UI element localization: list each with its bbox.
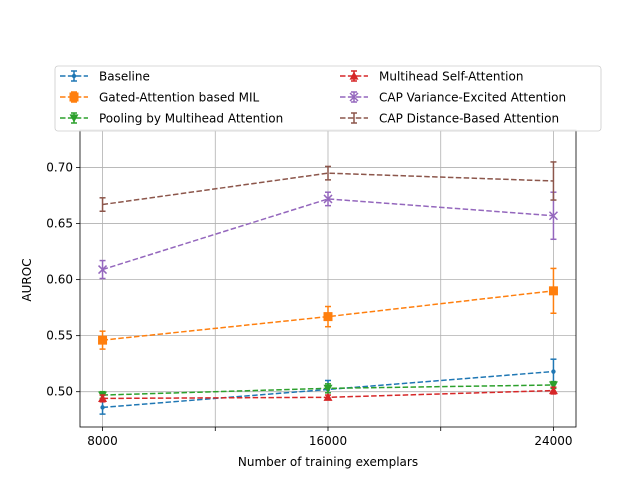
marker-triangle-down	[548, 381, 558, 390]
marker-x-stroke	[323, 194, 333, 204]
legend-item: Pooling by Multihead Attention	[60, 112, 283, 126]
legend: Baseline Gated-Attention based MIL Pooling…	[54, 65, 602, 132]
marker-triangle-up	[98, 393, 108, 403]
marker-triangle-up	[349, 71, 359, 80]
y-tick-label: 0.60	[46, 273, 73, 287]
marker-square	[323, 312, 333, 322]
y-axis-label: AUROC	[20, 258, 34, 301]
series-gated-attention-based-mil	[98, 267, 558, 350]
marker-x-stroke	[98, 265, 108, 275]
marker-triangle-up	[323, 392, 333, 401]
marker-triangle-down	[69, 114, 79, 123]
y-tick-label: 0.65	[46, 217, 73, 231]
y-tick-label: 0.50	[46, 385, 73, 399]
y-tick-label: 0.55	[46, 329, 73, 343]
series-multihead-self-attention	[98, 386, 558, 403]
series-cap-distance-based-attention	[99, 161, 557, 213]
marker-triangle-up	[548, 386, 558, 395]
x-axis-label: Number of training exemplars	[238, 455, 418, 469]
marker-square	[69, 92, 79, 102]
marker-point	[551, 369, 556, 374]
legend-label: Baseline	[99, 70, 150, 84]
x-tick-label: 16000	[309, 434, 347, 448]
legend-item: Gated-Attention based MIL	[60, 91, 260, 105]
legend-label: CAP Distance-Based Attention	[379, 112, 559, 126]
marker-square	[98, 335, 108, 345]
legend-label: Multihead Self-Attention	[379, 70, 523, 84]
legend-item: Multihead Self-Attention	[340, 70, 523, 84]
marker-square	[548, 286, 558, 296]
legend-label: CAP Variance-Excited Attention	[379, 91, 566, 105]
legend-item: CAP Distance-Based Attention	[340, 112, 559, 126]
x-tick-label: 8000	[87, 434, 118, 448]
legend-label: Pooling by Multihead Attention	[99, 112, 283, 126]
marker-x-stroke	[349, 92, 359, 102]
marker-x-stroke	[548, 211, 558, 221]
y-tick-label: 0.70	[46, 161, 73, 175]
marker-point	[100, 405, 105, 410]
legend-item: Baseline	[60, 70, 150, 84]
legend-item: CAP Variance-Excited Attention	[340, 91, 566, 105]
series-line	[102, 172, 554, 206]
x-tick-label: 24000	[534, 434, 572, 448]
legend-label: Gated-Attention based MIL	[99, 91, 260, 105]
marker-point	[71, 73, 77, 79]
series-layer	[98, 161, 558, 415]
marker-triangle-down	[323, 384, 333, 393]
legend-box	[54, 65, 602, 132]
axes: 8000 16000 24000 0.50 0.55 0.60 0.65 0.70	[46, 129, 577, 448]
